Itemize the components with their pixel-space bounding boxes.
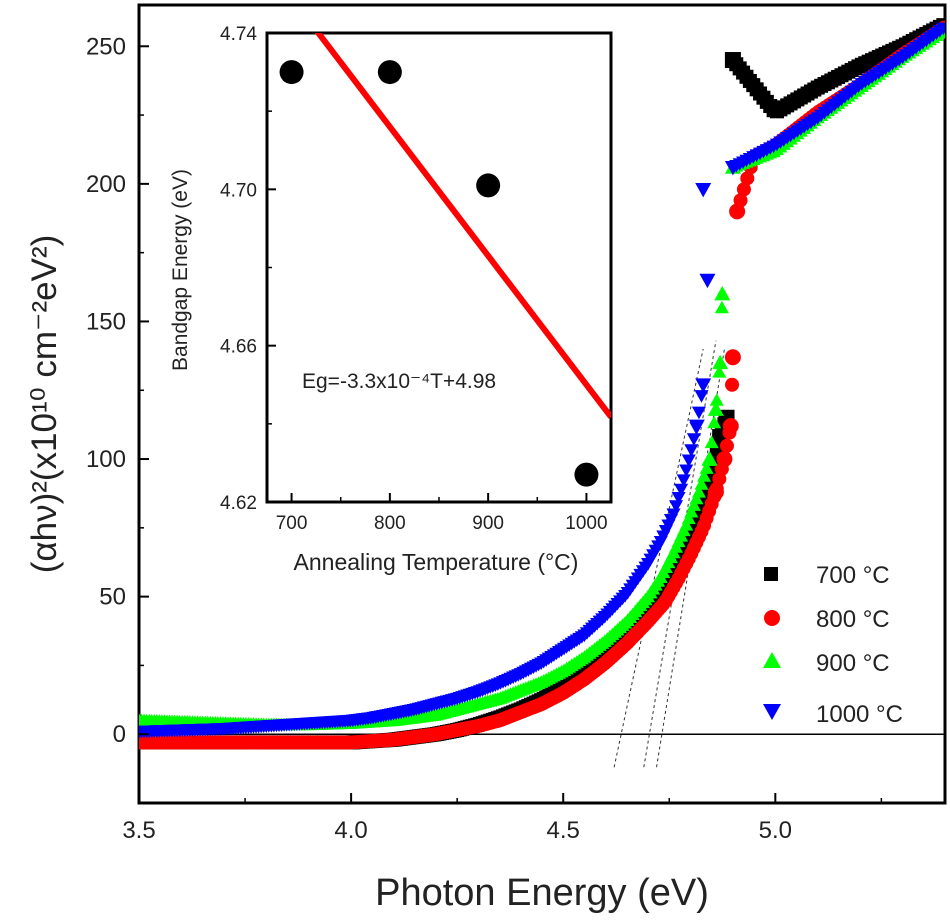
inset-fit-equation: Eg=-3.3x10⁻⁴T+4.98 <box>302 370 496 393</box>
legend-label-1000: 1000 °C <box>816 701 903 728</box>
inset-x-axis-title: Annealing Temperature (°C) <box>294 549 579 575</box>
data-point-800 <box>736 182 751 197</box>
inset-fit-line <box>314 33 611 419</box>
data-point-700 <box>724 52 741 69</box>
data-point-800 <box>740 171 755 186</box>
main-x-tick-labels: 3.5 4.0 4.5 5.0 <box>122 817 792 844</box>
data-point-800 <box>724 349 741 366</box>
x-axis-title: Photon Energy (eV) <box>375 872 709 914</box>
data-point-1000 <box>724 160 741 176</box>
inset-x-tick-label: 800 <box>374 513 406 534</box>
inset-y-tick-label: 4.70 <box>220 180 257 201</box>
data-point-1000 <box>695 182 712 198</box>
data-point-800 <box>722 418 739 435</box>
inset-plot-frame <box>265 31 613 504</box>
data-point-1000 <box>674 483 689 497</box>
data-point-900 <box>714 285 731 301</box>
legend-label-800: 800 °C <box>816 606 890 633</box>
x-tick-label: 5.0 <box>759 817 792 844</box>
inset-x-tick-label: 1000 <box>565 513 607 534</box>
legend-marker-800 <box>764 610 780 626</box>
inset-axis-ticks <box>267 32 588 503</box>
main-axis-ticks <box>138 45 883 803</box>
data-point-1000 <box>688 419 705 435</box>
inset-y-axis-title: Bandgap Energy (eV) <box>169 169 192 371</box>
data-point-900 <box>694 477 709 490</box>
inset-data-points <box>279 60 599 487</box>
data-point-1000 <box>695 378 712 393</box>
legend-label-700: 700 °C <box>816 562 890 589</box>
data-point-900 <box>679 518 694 531</box>
inset-x-tick-labels: 700 800 900 1000 <box>276 513 608 534</box>
inset-data-point <box>476 173 501 198</box>
data-point-800 <box>725 377 740 392</box>
y-tick-label: 150 <box>86 308 126 335</box>
data-point-800 <box>707 484 724 501</box>
inset-x-tick-label: 700 <box>276 513 308 534</box>
legend-marker-700 <box>764 567 778 581</box>
y-tick-label: 250 <box>86 33 126 60</box>
inset-y-tick-label: 4.74 <box>220 24 257 45</box>
inset-y-tick-label: 4.66 <box>220 337 257 358</box>
data-point-900 <box>681 511 696 525</box>
inset-data-point <box>279 60 304 85</box>
y-tick-label: 50 <box>99 584 126 611</box>
data-point-1000 <box>694 390 709 403</box>
data-point-1000 <box>684 444 699 457</box>
x-tick-label: 4.0 <box>334 817 367 844</box>
data-point-900 <box>699 461 714 474</box>
data-point-1000 <box>676 474 691 487</box>
data-point-1000 <box>679 464 694 478</box>
data-point-900 <box>709 393 724 406</box>
y-tick-label: 0 <box>113 721 126 748</box>
legend-marker-1000 <box>763 704 781 720</box>
data-point-900 <box>707 401 724 416</box>
data-point-1000 <box>666 508 681 522</box>
inset-y-tick-labels: 4.62 4.66 4.70 4.74 <box>220 24 257 514</box>
x-tick-label: 4.5 <box>547 817 580 844</box>
data-point-800 <box>729 203 746 220</box>
inset-y-tick-label: 4.62 <box>220 493 257 514</box>
data-point-1000 <box>669 500 684 513</box>
data-point-1000 <box>691 406 706 420</box>
legend-marker-900 <box>763 652 781 668</box>
y-tick-label: 200 <box>86 171 126 198</box>
inset-x-tick-label: 900 <box>472 513 504 534</box>
data-point-800 <box>716 451 733 468</box>
data-point-1000 <box>699 273 716 289</box>
data-point-900 <box>697 469 712 482</box>
data-point-900 <box>684 504 699 518</box>
x-tick-label: 3.5 <box>122 817 155 844</box>
data-point-1000 <box>936 22 945 36</box>
main-data-series <box>139 18 945 750</box>
data-point-1000 <box>671 491 686 505</box>
data-point-800 <box>719 438 734 453</box>
y-axis-title: (αhν)²(x10¹⁰ cm⁻²eV²) <box>25 235 64 574</box>
data-point-900 <box>712 354 729 370</box>
y-tick-label: 100 <box>86 446 126 473</box>
inset-data-point <box>377 60 402 85</box>
main-y-tick-labels: 0 50 100 150 200 250 <box>86 33 126 748</box>
data-point-900 <box>712 365 727 378</box>
data-point-900 <box>689 491 704 505</box>
data-point-900 <box>701 451 718 466</box>
data-point-900 <box>714 300 729 314</box>
data-point-900 <box>686 498 701 511</box>
legend: 700 °C 800 °C 900 °C 1000 °C <box>763 562 903 728</box>
data-point-900 <box>704 435 719 449</box>
data-point-1000 <box>686 433 701 446</box>
data-point-900 <box>707 415 722 429</box>
data-point-1000 <box>681 454 696 468</box>
extrapolation-line <box>613 348 704 768</box>
legend-label-900: 900 °C <box>816 650 890 677</box>
inset-data-point <box>574 462 599 487</box>
data-point-900 <box>691 485 706 498</box>
